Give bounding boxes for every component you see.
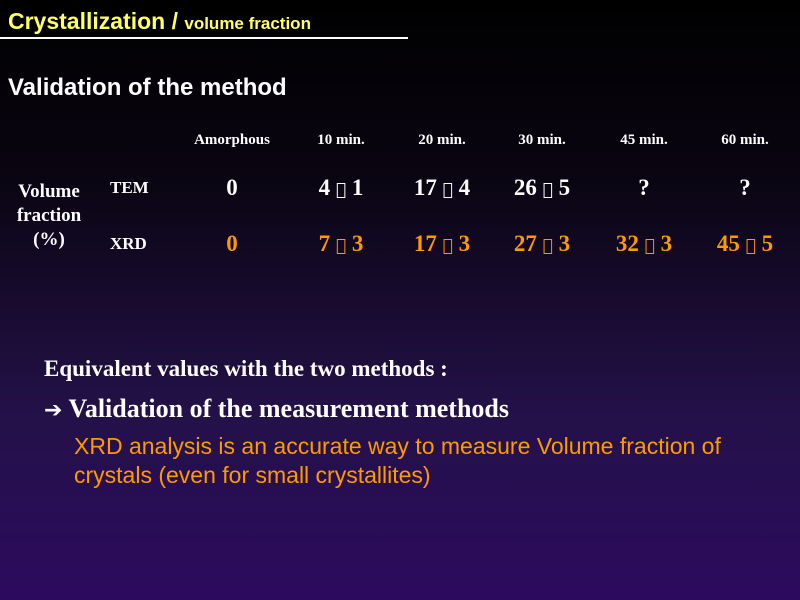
xrd-cell-amorphous: 0 <box>182 231 282 257</box>
bullet-equivalent-values: Equivalent values with the two methods : <box>44 356 448 381</box>
volume-fraction-label: Volume fraction (%) <box>4 180 94 252</box>
bullet-validation-text: Validation of the measurement methods <box>68 394 509 423</box>
slide-title: Crystallization / volume fraction <box>8 8 311 35</box>
vf-line-1: Volume <box>18 181 80 202</box>
header-20-min: 20 min. <box>418 132 466 148</box>
tem-cell-amorphous: 0 <box>182 175 282 201</box>
cell-value: 27 <box>513 231 537 256</box>
header-10-min: 10 min. <box>317 132 365 148</box>
title-underline <box>0 37 408 39</box>
vf-line-2: fraction <box>16 205 82 226</box>
header-amorphous: Amorphous <box>194 132 270 148</box>
cell-error: 3 <box>450 231 471 256</box>
row-label-xrd: XRD <box>110 234 147 253</box>
tem-cell-10-min: 4  1 <box>291 175 391 201</box>
cell-error: 3 <box>652 231 673 256</box>
right-arrow-icon: ➔ <box>44 398 63 423</box>
cell-value: 32 <box>615 231 639 256</box>
plus-minus-symbol:  <box>336 180 346 200</box>
plus-minus-symbol:  <box>443 236 453 256</box>
header-30-min: 30 min. <box>518 132 566 148</box>
cell-error: 3 <box>343 231 364 256</box>
xrd-cell-60-min: 45  5 <box>695 231 795 257</box>
header-60-min: 60 min. <box>721 132 769 148</box>
row-label-tem: TEM <box>110 178 149 197</box>
plus-minus-symbol:  <box>543 236 553 256</box>
plus-minus-symbol:  <box>443 180 453 200</box>
cell-value: ? <box>739 175 751 200</box>
xrd-note: XRD analysis is an accurate way to measu… <box>74 433 721 488</box>
header-45-min: 45 min. <box>620 132 668 148</box>
cell-error: 4 <box>450 175 471 200</box>
cell-value: 0 <box>226 231 238 256</box>
cell-error: 3 <box>550 231 571 256</box>
slide-title-sub: volume fraction <box>184 14 311 33</box>
cell-value: ? <box>638 175 650 200</box>
plus-minus-symbol:  <box>543 180 553 200</box>
xrd-cell-45-min: 32  3 <box>594 231 694 257</box>
cell-value: 26 <box>513 175 537 200</box>
tem-cell-45-min: ? <box>594 175 694 201</box>
tem-cell-60-min: ? <box>695 175 795 201</box>
cell-value: 17 <box>413 231 437 256</box>
bullet-validation: ➔ Validation of the measurement methods <box>44 394 509 424</box>
cell-value: 4 <box>318 175 331 200</box>
cell-error: 5 <box>550 175 571 200</box>
xrd-cell-10-min: 7  3 <box>291 231 391 257</box>
cell-value: 7 <box>318 231 331 256</box>
tem-cell-20-min: 17  4 <box>392 175 492 201</box>
cell-value: 45 <box>716 231 740 256</box>
tem-cell-30-min: 26  5 <box>492 175 592 201</box>
slide-title-main: Crystallization / <box>8 8 185 34</box>
cell-value: 0 <box>226 175 238 200</box>
vf-line-3: (%) <box>33 229 65 250</box>
plus-minus-symbol:  <box>746 236 756 256</box>
cell-error: 5 <box>753 231 774 256</box>
plus-minus-symbol:  <box>645 236 655 256</box>
xrd-cell-20-min: 17  3 <box>392 231 492 257</box>
cell-error: 1 <box>343 175 364 200</box>
xrd-cell-30-min: 27  3 <box>492 231 592 257</box>
slide-subtitle: Validation of the method <box>8 74 287 101</box>
plus-minus-symbol:  <box>336 236 346 256</box>
cell-value: 17 <box>413 175 437 200</box>
